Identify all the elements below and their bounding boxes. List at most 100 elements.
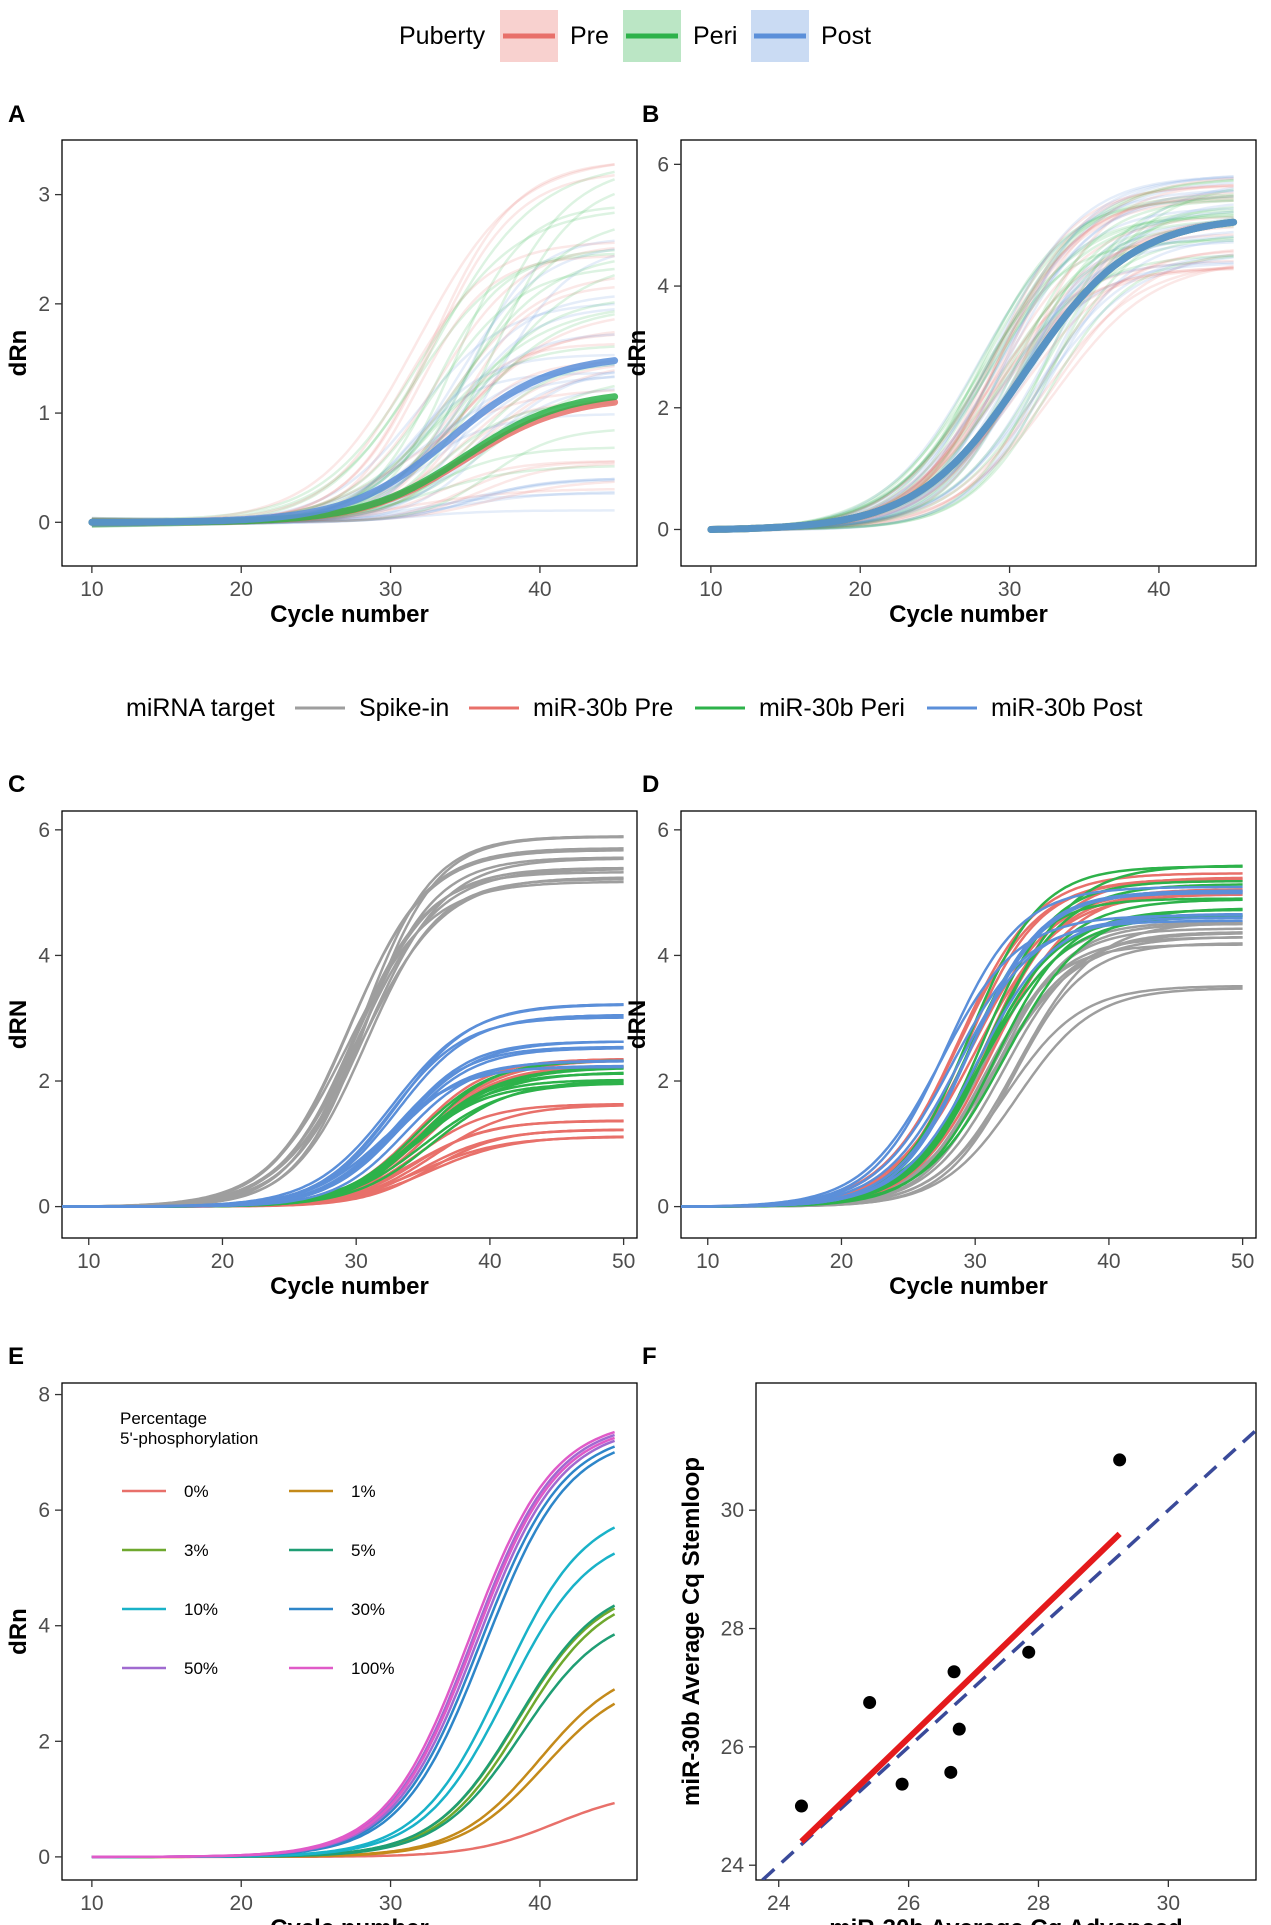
y-tick-label-B-0: 0 [657,518,669,541]
legend-label-pre: Pre [570,22,609,50]
plot-area-A [88,163,619,528]
legend-E-label-1pct: 1% [351,1482,376,1501]
panel-label-C: C [8,771,25,798]
sample-curve-post [710,203,1234,532]
y-axis-label-A: dRn [5,330,32,377]
mean-curve-post [88,357,619,526]
x-axis-label-D: Cycle number [889,1273,1048,1300]
x-tick-label-D-30: 30 [964,1250,987,1273]
panel-A: 10 20 30 40 0 1 2 3 Cycle number dRn A [5,101,638,628]
plot-area-C [62,835,624,1208]
x-tick-label-E-10: 10 [80,1892,103,1915]
plot-border-E [61,1382,638,1881]
y-axis-label-B: dRn [624,330,651,377]
y-tick-label-E-8: 8 [38,1384,50,1407]
x-tick-label-B-40: 40 [1147,578,1170,601]
y-tick-label-D-6: 6 [657,819,669,842]
curve-D-mir-30b-post [681,919,1243,1208]
panel-label-F: F [642,1343,657,1370]
legend-top: Puberty Pre Peri Post [399,10,871,62]
x-tick-label-C-50: 50 [612,1250,635,1273]
y-tick-label-D-2: 2 [657,1070,669,1093]
y-tick-label-E-6: 6 [38,1499,50,1522]
legend-top-title: Puberty [399,22,486,50]
y-tick-label-E-4: 4 [38,1615,50,1638]
panel-label-B: B [642,101,659,128]
legend-E-title-line: Percentage [120,1409,207,1428]
x-tick-label-F-30: 30 [1157,1892,1180,1915]
legend-E-label-100pct: 100% [351,1659,394,1678]
scatter-point-1 [863,1696,877,1709]
y-tick-label-C-4: 4 [38,944,50,967]
x-tick-label-B-20: 20 [849,578,872,601]
y-tick-label-C-2: 2 [38,1070,50,1093]
x-tick-label-E-40: 40 [528,1892,551,1915]
panel-label-D: D [642,771,659,798]
x-tick-label-B-10: 10 [699,578,722,601]
x-tick-label-E-20: 20 [230,1892,253,1915]
scatter-point-5 [952,1722,966,1736]
legend-E-label-0pct: 0% [184,1482,209,1501]
curve-C-spike-in [62,880,624,1208]
x-tick-label-A-20: 20 [230,578,253,601]
legend-label-post: Post [821,22,871,50]
x-tick-label-D-40: 40 [1097,1250,1120,1273]
y-tick-label-A-2: 2 [38,293,50,316]
y-tick-label-B-6: 6 [657,153,669,176]
x-axis-label-A: Cycle number [270,601,429,628]
x-tick-label-B-30: 30 [998,578,1021,601]
y-axis-label-E: dRn [5,1608,32,1655]
legend-mid-label-post: miR-30b Post [991,694,1142,722]
x-axis-label-B: Cycle number [889,601,1048,628]
y-tick-label-B-2: 2 [657,397,669,420]
x-tick-label-E-30: 30 [379,1892,402,1915]
x-tick-label-D-10: 10 [696,1250,719,1273]
y-tick-label-C-0: 0 [38,1196,50,1219]
x-tick-label-F-28: 28 [1027,1892,1050,1915]
scatter-point-3 [944,1765,958,1779]
legend-E-label-50pct: 50% [184,1659,218,1678]
curve-C-mir-30b-post [62,1064,624,1208]
x-axis-label-F: miR-30b Average Cq Advanced [829,1915,1182,1925]
legend-E-label-3pct: 3% [184,1541,209,1560]
x-tick-label-C-10: 10 [77,1250,100,1273]
y-tick-label-A-1: 1 [38,402,50,425]
plot-area-D [681,864,1243,1208]
y-tick-label-F-26: 26 [721,1736,744,1759]
panel-E: 1020304002468Cycle numberdRnEPercentage5… [5,1343,638,1925]
x-tick-label-A-40: 40 [528,578,551,601]
panel-B: 10 20 30 40 0 2 4 6 Cycle number dRn B [624,101,1257,628]
scatter-point-2 [895,1777,909,1791]
x-tick-label-A-30: 30 [379,578,402,601]
scatter-point-7 [1113,1453,1127,1467]
plot-border-A [61,139,638,567]
x-axis-label-E: Cycle number [270,1915,429,1925]
y-tick-label-F-24: 24 [721,1854,745,1877]
legend-mid-title: miRNA target [126,694,275,722]
x-tick-label-D-50: 50 [1231,1250,1254,1273]
x-tick-label-A-10: 10 [80,578,103,601]
x-tick-label-F-26: 26 [897,1892,920,1915]
y-tick-label-A-0: 0 [38,511,50,534]
y-tick-label-D-0: 0 [657,1196,669,1219]
fit-line [799,1531,1122,1844]
y-tick-label-A-3: 3 [38,184,50,207]
x-tick-label-C-30: 30 [345,1250,368,1273]
legend-E-title-line: 5'-phosphorylation [120,1429,258,1448]
series-mir-30b-post [681,885,1243,1208]
scatter-point-0 [794,1799,808,1813]
legend-mid-label-pre: miR-30b Pre [533,694,673,722]
panel-label-A: A [8,101,25,128]
y-axis-label-F: miR-30b Average Cq Stemloop [678,1457,705,1806]
y-tick-label-F-30: 30 [721,1499,744,1522]
y-tick-label-E-0: 0 [38,1846,50,1869]
legend-mid: miRNA target Spike-in miR-30b Pre miR-30… [126,694,1142,722]
plot-border-F [755,1382,1257,1881]
mean-curve-post [707,218,1238,533]
identity-line [761,1429,1256,1880]
plot-area-B [707,174,1238,533]
series-100pct [91,1430,616,1859]
y-tick-label-C-6: 6 [38,819,50,842]
